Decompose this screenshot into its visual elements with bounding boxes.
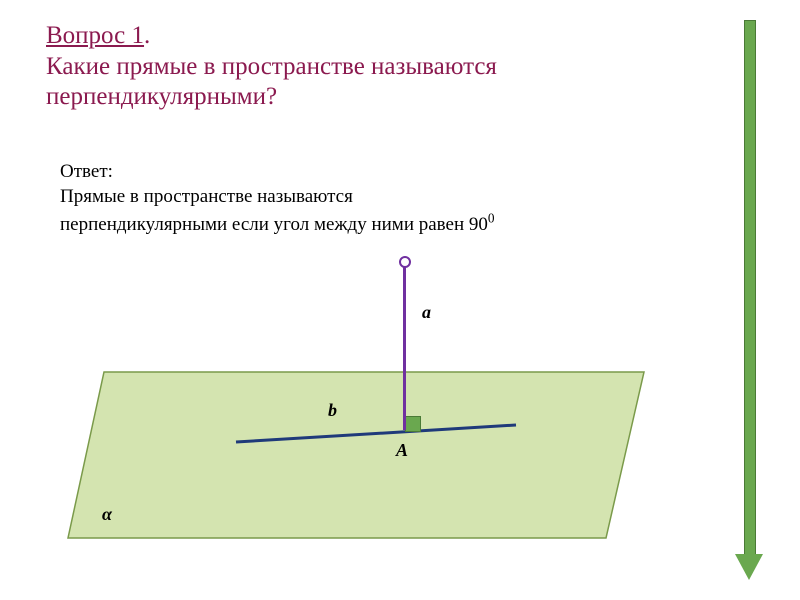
plane-polygon — [68, 372, 644, 538]
line-a-endpoint-icon — [399, 256, 411, 268]
question-dot: . — [144, 22, 150, 49]
question-title: Вопрос 1 — [46, 22, 144, 49]
geometry-diagram: a b A α — [66, 370, 646, 540]
right-angle-mark — [405, 416, 421, 432]
answer-text: Прямые в пространстве называются перпенд… — [60, 186, 495, 235]
down-arrow — [735, 20, 763, 580]
answer-pre: Прямые в пространстве называются перпенд… — [60, 186, 488, 235]
question-block: Вопрос 1. Какие прямые в пространстве на… — [46, 22, 606, 112]
plane-alpha — [66, 370, 646, 540]
line-a — [403, 260, 406, 430]
label-plane-alpha: α — [102, 504, 112, 525]
arrow-shaft — [744, 20, 756, 556]
label-point-A: A — [396, 440, 408, 461]
answer-sup: 0 — [488, 210, 495, 225]
answer-block: Ответ: Прямые в пространстве называются … — [60, 160, 500, 237]
answer-label: Ответ: — [60, 160, 500, 185]
question-text: Какие прямые в пространстве называются п… — [46, 52, 606, 112]
label-line-b: b — [328, 400, 337, 421]
arrow-head-icon — [735, 554, 763, 580]
label-line-a: a — [422, 302, 431, 323]
